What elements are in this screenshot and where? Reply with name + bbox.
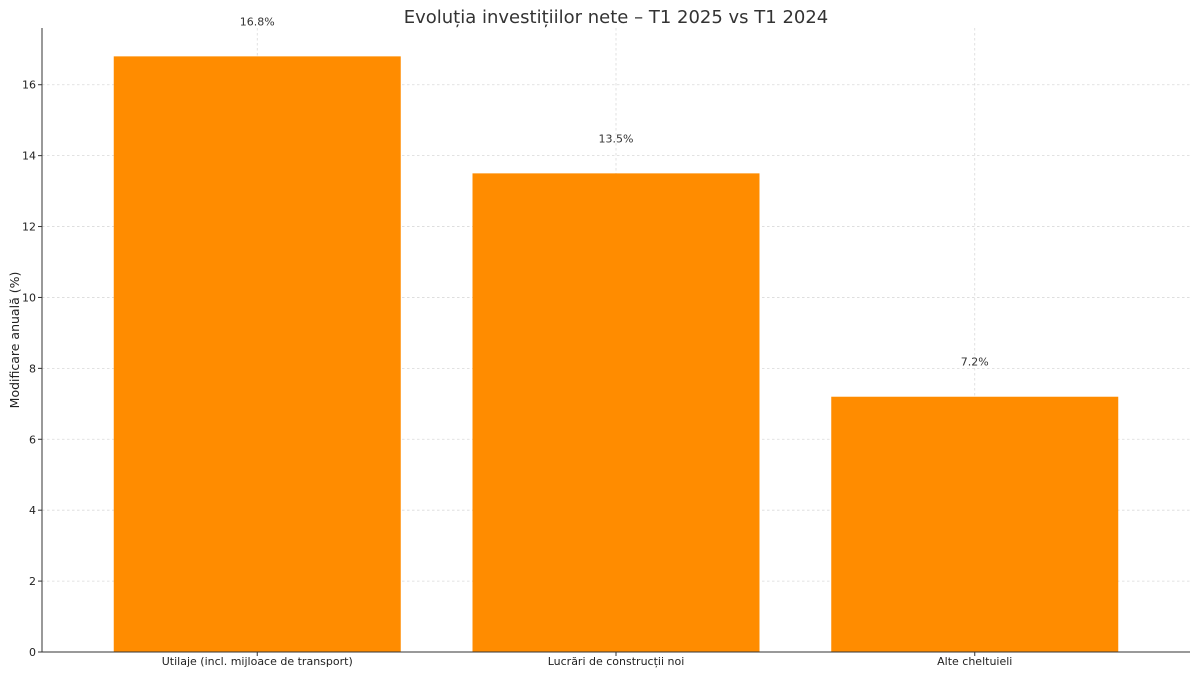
y-tick-label: 2	[29, 575, 36, 588]
y-tick-label: 0	[29, 646, 36, 659]
bar-value-label: 16.8%	[240, 15, 275, 28]
bar	[831, 396, 1119, 652]
y-tick-label: 10	[22, 291, 36, 304]
x-tick-label: Lucrări de construcții noi	[548, 655, 685, 668]
bar	[472, 173, 760, 652]
y-tick-label: 8	[29, 362, 36, 375]
bar-value-label: 13.5%	[599, 132, 634, 145]
chart-title: Evoluția investițiilor nete – T1 2025 vs…	[404, 7, 829, 28]
x-tick-label: Utilaje (incl. mijloace de transport)	[162, 655, 353, 668]
labels-layer: 0 2 4 6 8 10 12 14 16 16.8% Utilaje (incl. mijloac…	[22, 15, 1012, 668]
x-tick-label: Alte cheltuieli	[937, 655, 1012, 668]
y-tick-label: 16	[22, 79, 36, 92]
bars-layer	[113, 56, 1119, 652]
bar	[113, 56, 401, 652]
y-tick-label: 12	[22, 221, 36, 234]
y-tick-label: 14	[22, 150, 36, 163]
y-axis-label: Modificare anuală (%)	[7, 272, 22, 409]
bar-value-label: 7.2%	[961, 356, 989, 369]
axes-layer	[38, 28, 1190, 656]
y-tick-label: 4	[29, 504, 36, 517]
y-tick-label: 6	[29, 433, 36, 446]
